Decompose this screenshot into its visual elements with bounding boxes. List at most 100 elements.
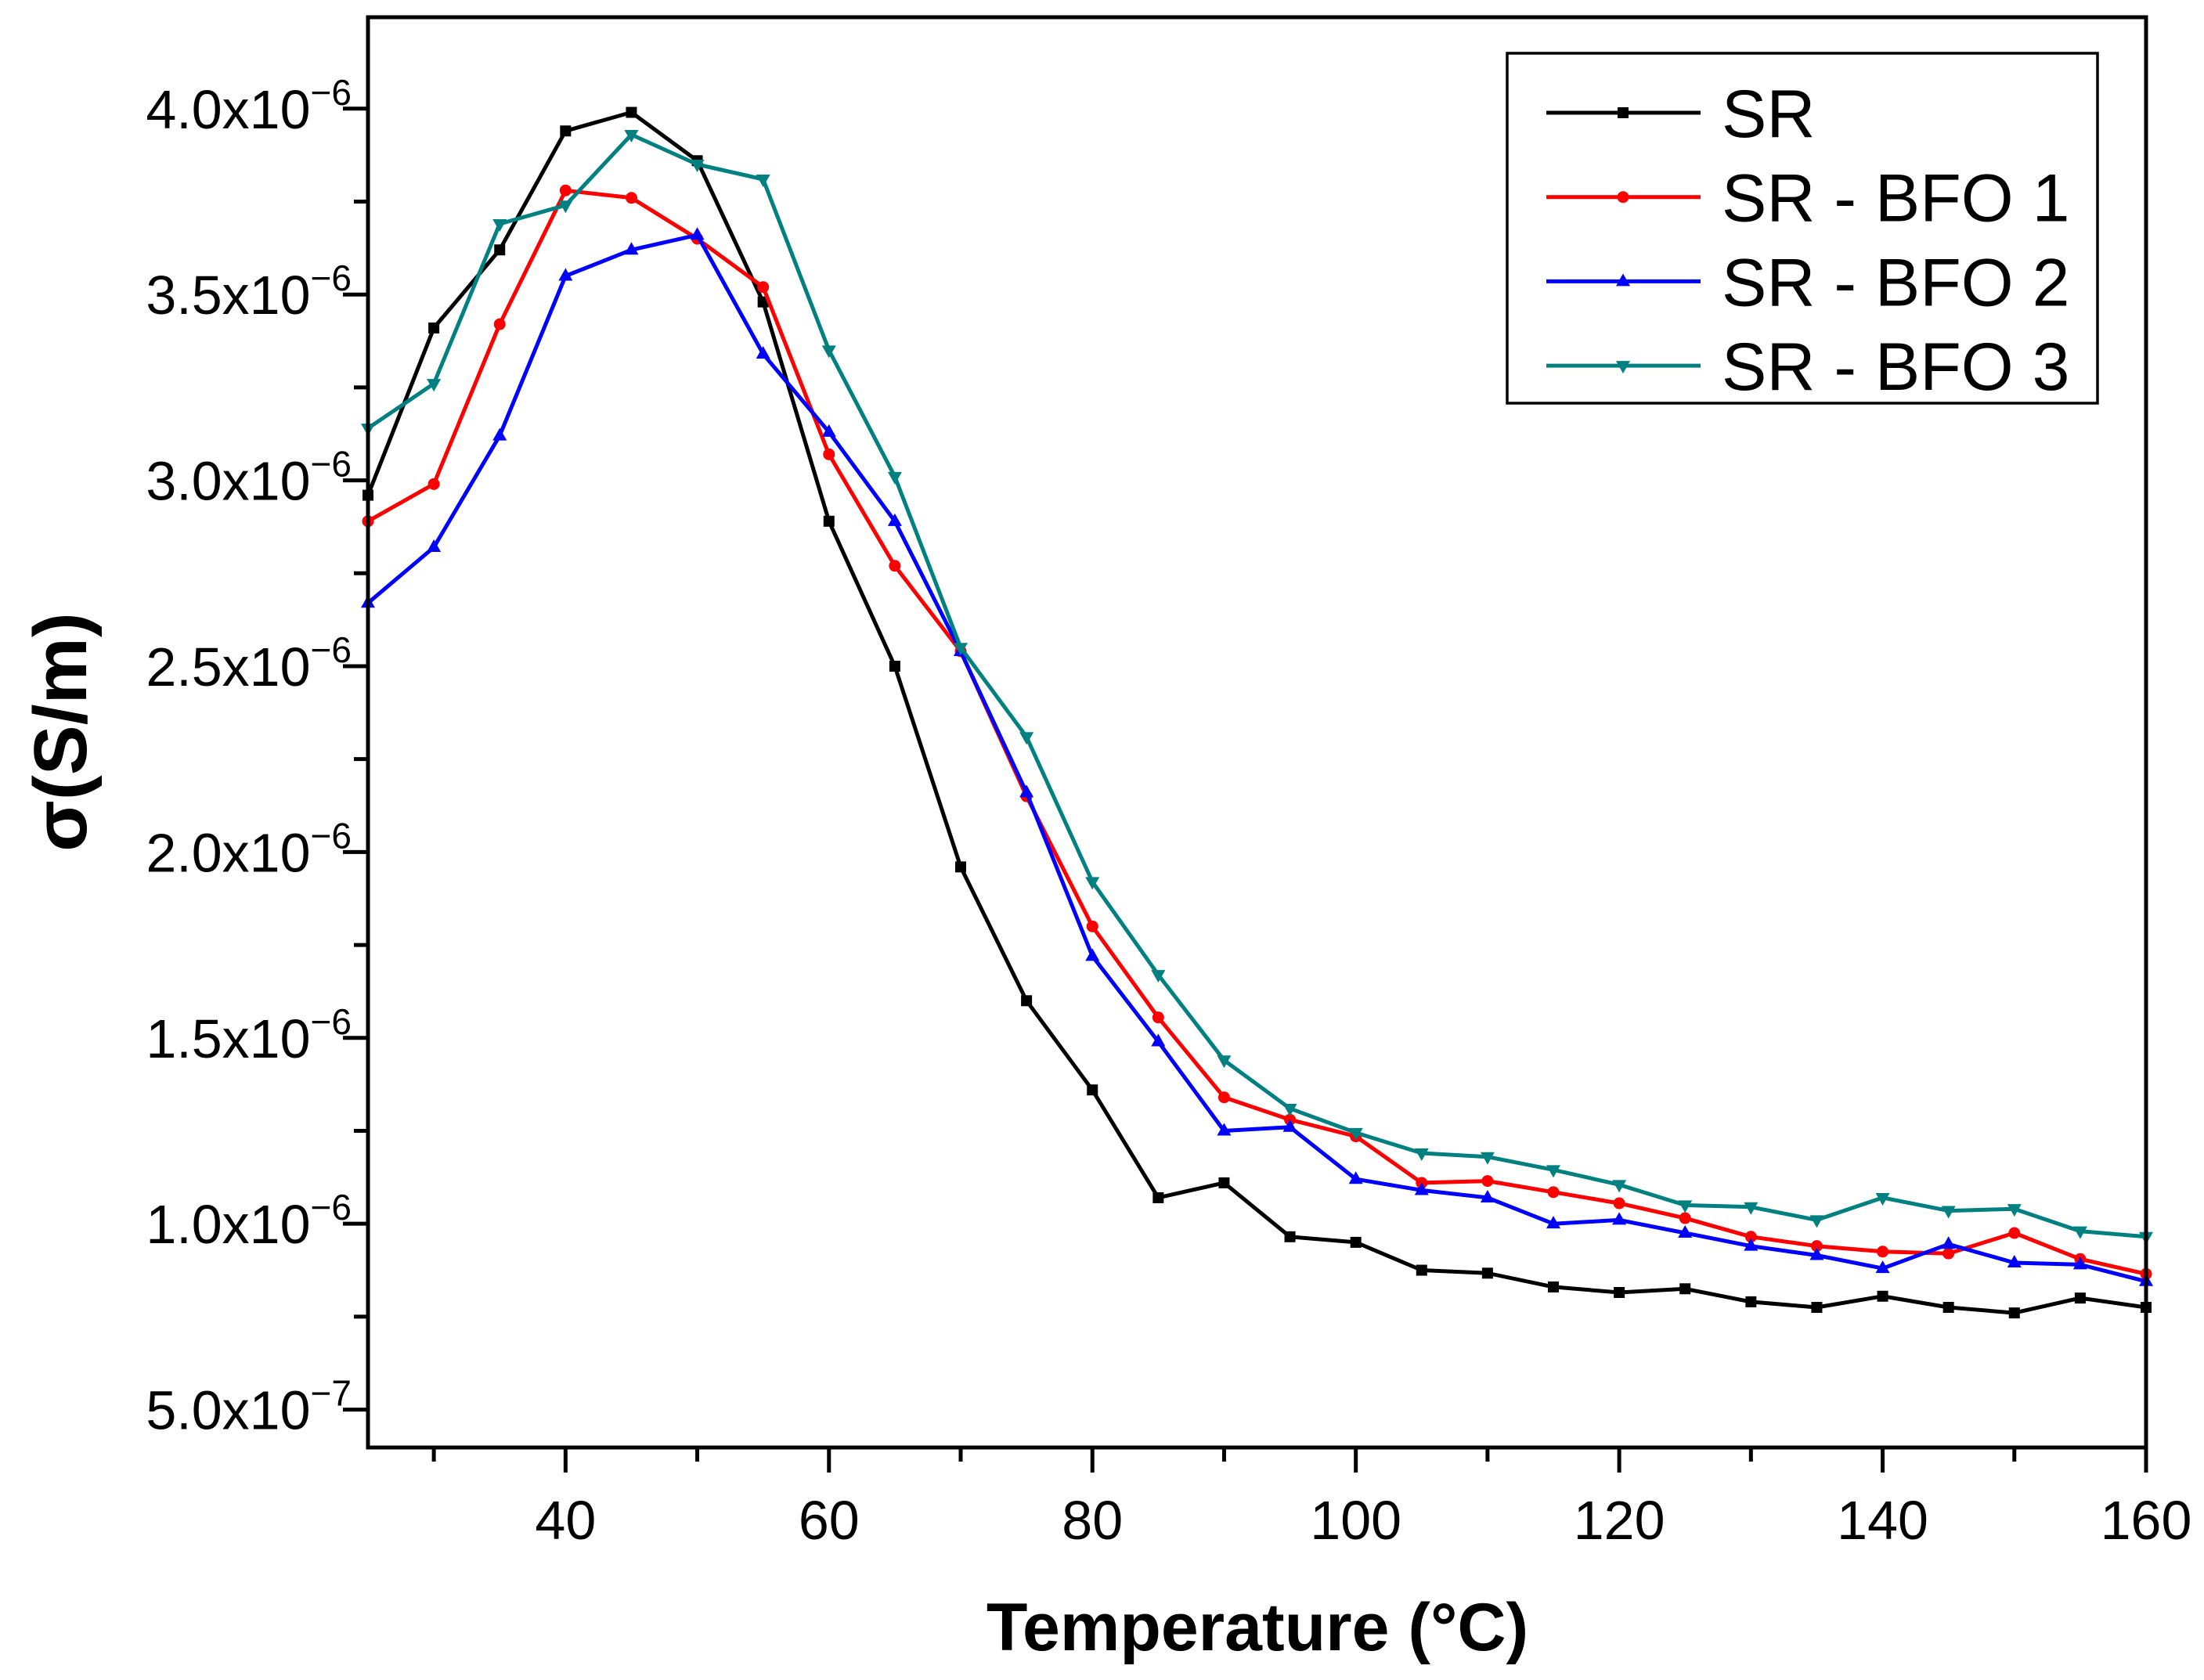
sr-bfo-3-point-125 xyxy=(1678,1200,1693,1213)
sr-point-80 xyxy=(1087,1084,1098,1096)
legend-entry-sr-bfo-2: SR - BFO 2 xyxy=(1546,245,2069,320)
legend-label: SR xyxy=(1722,77,1815,152)
sr-point-130 xyxy=(1745,1296,1757,1307)
y-tick-label-base: 2.0x10 xyxy=(146,822,310,883)
legend-marker xyxy=(1616,273,1630,287)
sr-point-140 xyxy=(1877,1290,1888,1302)
sr-bfo-2-point-30 xyxy=(427,539,442,553)
sr-bfo-1-point-65 xyxy=(889,560,901,572)
sr-point-85 xyxy=(1153,1192,1164,1203)
sr-point-155 xyxy=(2074,1292,2086,1304)
sr-bfo-2-point-140 xyxy=(1875,1260,1890,1274)
sr-bfo-3-point-85 xyxy=(1151,970,1166,983)
legend-marker xyxy=(1618,107,1629,118)
x-axis-title: Temperature (°C) xyxy=(987,1590,1528,1665)
sr-bfo-3-point-120 xyxy=(1612,1180,1627,1193)
sr-point-40 xyxy=(560,125,572,137)
y-tick-label-exponent: −6 xyxy=(311,72,352,113)
x-tick-label: 140 xyxy=(1837,1490,1928,1551)
sr-point-145 xyxy=(1942,1302,1954,1314)
y-tick-label: 3.0x10−6 xyxy=(146,444,352,512)
y-tick-label: 1.5x10−6 xyxy=(146,1001,352,1069)
sr-bfo-3-point-105 xyxy=(1414,1148,1429,1161)
sr-bfo-1-point-85 xyxy=(1152,1011,1164,1024)
sr-point-135 xyxy=(1811,1302,1823,1314)
sr-bfo-3-point-40 xyxy=(558,200,573,214)
y-tick-label-exponent: −6 xyxy=(311,258,352,298)
legend-entry-sr-bfo-3: SR - BFO 3 xyxy=(1546,330,2069,405)
sr-bfo-3-point-130 xyxy=(1744,1202,1759,1215)
sr-bfo-3-point-95 xyxy=(1282,1103,1297,1116)
sr-bfo-1-point-130 xyxy=(1744,1231,1757,1243)
y-tick-label-exponent: −6 xyxy=(311,1001,352,1042)
sr-point-95 xyxy=(1284,1231,1296,1242)
sr-bfo-1-point-115 xyxy=(1547,1186,1560,1199)
sr-bfo-2-point-85 xyxy=(1151,1033,1166,1047)
sr-bfo-2-point-155 xyxy=(2072,1256,2087,1270)
sr-bfo-2-point-60 xyxy=(821,424,836,437)
sr-bfo-2-point-65 xyxy=(887,513,902,526)
legend-entry-sr-bfo-1: SR - BFO 1 xyxy=(1546,161,2069,236)
sr-bfo-2-point-55 xyxy=(756,346,770,359)
series-line-sr-bfo-3 xyxy=(366,132,2147,1239)
sr-bfo-3-point-65 xyxy=(887,471,902,485)
legend-label: SR - BFO 2 xyxy=(1722,245,2069,320)
sr-bfo-1-point-140 xyxy=(1877,1246,1889,1258)
legend-entry-sr: SR xyxy=(1546,77,1815,152)
x-tick-label: 60 xyxy=(799,1490,860,1551)
sr-point-120 xyxy=(1614,1287,1625,1299)
y-tick-label: 4.0x10−6 xyxy=(146,72,352,140)
sr-point-45 xyxy=(626,106,637,118)
sr-bfo-1-point-145 xyxy=(1942,1247,1955,1260)
sr-point-75 xyxy=(1021,995,1033,1007)
sr-bfo-3-point-100 xyxy=(1348,1127,1363,1141)
y-tick-label-base: 2.5x10 xyxy=(146,636,310,698)
sr-bfo-2-point-150 xyxy=(2007,1255,2022,1268)
sr-bfo-2-point-130 xyxy=(1744,1238,1759,1251)
series-sr-bfo-1 xyxy=(362,184,2152,1280)
legend-label: SR - BFO 1 xyxy=(1722,161,2069,236)
sr-bfo-1-point-90 xyxy=(1217,1091,1230,1104)
sr-bfo-1-point-35 xyxy=(493,318,506,330)
sr-bfo-2-point-110 xyxy=(1480,1189,1495,1202)
sr-bfo-3-point-55 xyxy=(756,175,770,188)
x-tick-label: 120 xyxy=(1574,1490,1665,1551)
y-tick-label-exponent: −6 xyxy=(311,1187,352,1228)
sr-bfo-3-point-150 xyxy=(2007,1204,2022,1217)
sr-bfo-1-point-120 xyxy=(1613,1197,1625,1210)
sr-point-65 xyxy=(889,660,900,672)
y-tick-label-base: 5.0x10 xyxy=(146,1380,310,1441)
sr-bfo-3-point-115 xyxy=(1546,1165,1560,1178)
sr-bfo-3-point-45 xyxy=(624,130,639,143)
sr-bfo-3-point-140 xyxy=(1875,1192,1890,1206)
sr-point-150 xyxy=(2008,1307,2020,1319)
sr-bfo-3-point-110 xyxy=(1480,1152,1495,1165)
y-tick-label-exponent: −7 xyxy=(311,1373,352,1414)
sr-bfo-2-point-40 xyxy=(558,268,573,281)
sr-bfo-2-point-100 xyxy=(1348,1171,1363,1184)
sr-bfo-1-point-40 xyxy=(559,184,572,196)
y-tick-label: 1.0x10−6 xyxy=(146,1187,352,1255)
sr-bfo-3-point-60 xyxy=(821,345,836,359)
sr-bfo-3-point-90 xyxy=(1217,1055,1232,1069)
x-tick-label: 80 xyxy=(1062,1490,1123,1551)
sr-point-30 xyxy=(428,322,440,333)
sr-bfo-3-point-30 xyxy=(427,379,442,392)
x-tick-label: 160 xyxy=(2101,1490,2192,1551)
sr-point-105 xyxy=(1416,1264,1427,1276)
y-axis-title: σ(S/m) xyxy=(19,612,103,852)
series-group xyxy=(361,106,2153,1319)
sr-bfo-3-point-145 xyxy=(1941,1206,1956,1219)
x-tick-label: 100 xyxy=(1310,1490,1401,1551)
sr-bfo-1-point-110 xyxy=(1481,1175,1494,1188)
sr-bfo-3-point-80 xyxy=(1085,877,1100,890)
sr-bfo-2-point-75 xyxy=(1019,784,1034,798)
sr-bfo-2-point-95 xyxy=(1282,1119,1297,1132)
series-sr xyxy=(363,106,2152,1319)
sr-bfo-1-point-80 xyxy=(1086,920,1098,932)
sr-point-125 xyxy=(1679,1283,1691,1295)
sr-point-35 xyxy=(494,244,506,256)
sr-bfo-3-point-70 xyxy=(954,643,968,656)
y-tick-label: 2.5x10−6 xyxy=(146,629,352,698)
